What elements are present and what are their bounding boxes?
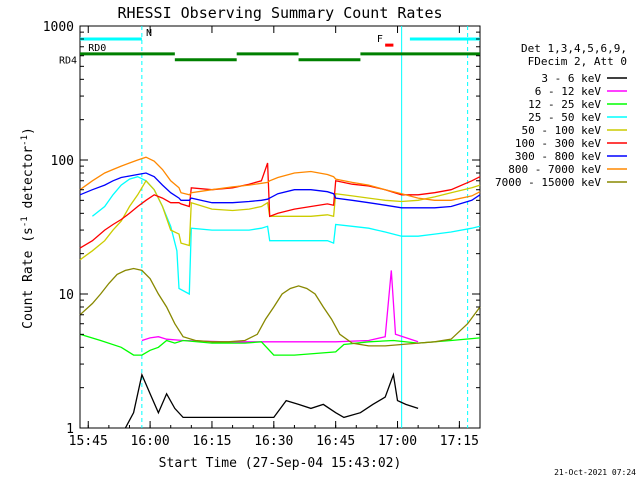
flag-label-0: N xyxy=(146,28,152,39)
plot-frame xyxy=(79,25,481,429)
y-label-mid: detector xyxy=(21,146,36,217)
legend-header-1: Det 1,3,4,5,6,9, xyxy=(521,42,627,55)
x-tick-label-3: 16:30 xyxy=(254,434,293,449)
legend-label-8: 7000 - 15000 keV xyxy=(495,176,601,189)
legend-label-2: 12 - 25 keV xyxy=(528,98,601,111)
x-tick-label-2: 16:15 xyxy=(192,434,231,449)
legend-label-7: 800 - 7000 keV xyxy=(508,163,601,176)
series-line-4 xyxy=(79,179,481,261)
flag-label-4: F xyxy=(377,34,383,45)
y-axis-label: Count Rate (s-1 detector-1) xyxy=(20,127,36,329)
series-line-7 xyxy=(79,156,481,201)
y-axis: 1 10 100 1000 xyxy=(43,20,480,437)
x-tick-label-1: 16:00 xyxy=(131,434,170,449)
y-tick-label-1: 10 xyxy=(58,288,74,303)
chart-title: RHESSI Observing Summary Count Rates xyxy=(117,4,442,22)
flag-label-2: RD0 xyxy=(88,43,106,54)
y-tick-label-2: 100 xyxy=(51,154,74,169)
x-tick-label-5: 17:00 xyxy=(378,434,417,449)
legend-label-6: 300 - 800 keV xyxy=(515,150,601,163)
series-line-2 xyxy=(79,333,481,356)
x-axis: 15:45 16:00 16:15 16:30 16:45 17:00 17:15 xyxy=(69,26,481,449)
series-line-1 xyxy=(141,270,419,343)
timestamp: 21-Oct-2021 07:24 xyxy=(554,468,636,477)
legend-label-5: 100 - 300 keV xyxy=(515,137,601,150)
legend-label-1: 6 - 12 keV xyxy=(535,85,602,98)
x-tick-label-6: 17:15 xyxy=(440,434,479,449)
y-label-main: Count Rate (s xyxy=(21,227,36,329)
x-axis-label: Start Time (27-Sep-04 15:43:02) xyxy=(159,456,402,471)
x-tick-label-4: 16:45 xyxy=(316,434,355,449)
y-label-end: ) xyxy=(21,127,36,135)
legend-header-2: FDecim 2, Att 0 xyxy=(528,55,627,68)
legend: Det 1,3,4,5,6,9, FDecim 2, Att 0 3 - 6 k… xyxy=(495,42,627,189)
y-tick-label-3: 1000 xyxy=(43,20,74,35)
legend-label-4: 50 - 100 keV xyxy=(522,124,602,137)
series-line-8 xyxy=(79,267,481,347)
series-line-0 xyxy=(124,372,419,429)
x-tick-label-0: 15:45 xyxy=(69,434,108,449)
legend-label-0: 3 - 6 keV xyxy=(541,72,601,85)
y-label-sup2: -1 xyxy=(20,135,30,146)
flag-left-label: RD4 xyxy=(59,56,77,67)
y-tick-label-0: 1 xyxy=(66,422,74,437)
plot-area: N RD0 F RD4 xyxy=(59,25,481,429)
y-label-sup1: -1 xyxy=(20,216,30,227)
legend-label-3: 25 - 50 keV xyxy=(528,111,601,124)
series-line-6 xyxy=(79,172,481,209)
